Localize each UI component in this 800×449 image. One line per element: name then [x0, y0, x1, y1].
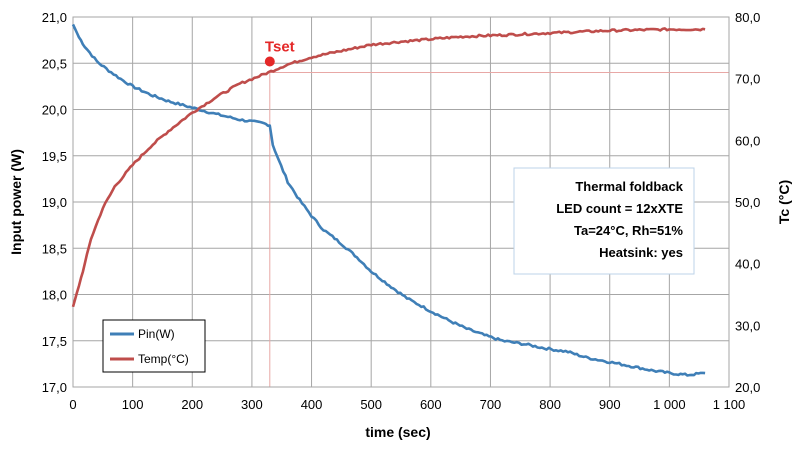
x-tick-label: 1 000 — [653, 397, 686, 412]
tset-marker — [264, 56, 275, 67]
legend: Pin(W) Temp(°C) — [102, 319, 206, 373]
y-tick-labels: 17,0 17,5 18,0 18,5 19,0 19,5 20,0 20,5 21,0 — [42, 10, 67, 395]
y-tick-label: 20,0 — [42, 103, 67, 118]
y2-tick-label: 60,0 — [735, 133, 760, 148]
x-tick-label: 900 — [599, 397, 621, 412]
y-tick-label: 20,5 — [42, 56, 67, 71]
x-tick-label: 1 100 — [713, 397, 746, 412]
y-tick-label: 18,5 — [42, 241, 67, 256]
y-axis-title: Input power (W) — [8, 149, 24, 255]
series-line-temp — [71, 27, 706, 308]
y2-tick-label: 20,0 — [735, 380, 760, 395]
plot-frame — [72, 16, 730, 388]
legend-label-pin: Pin(W) — [138, 327, 175, 341]
x-tick-labels: 0 100 200 300 400 500 600 700 800 900 1 000 1 100 — [69, 397, 745, 412]
series-layer — [71, 23, 706, 377]
x-tick-label: 0 — [69, 397, 76, 412]
y-tick-label: 17,5 — [42, 334, 67, 349]
y-tick-label: 19,5 — [42, 149, 67, 164]
y2-tick-label: 40,0 — [735, 257, 760, 272]
x-tick-label: 200 — [181, 397, 203, 412]
info-box: Thermal foldback LED count = 12xXTE Ta=2… — [513, 167, 695, 275]
x-tick-label: 400 — [301, 397, 323, 412]
x-tick-label: 100 — [122, 397, 144, 412]
info-box-frame — [513, 167, 695, 275]
y2-tick-label: 70,0 — [735, 72, 760, 87]
legend-frame — [102, 319, 206, 373]
x-tick-label: 600 — [420, 397, 442, 412]
y-tick-label: 18,0 — [42, 288, 67, 303]
y-tick-label: 19,0 — [42, 195, 67, 210]
x-tick-label: 800 — [539, 397, 561, 412]
legend-label-temp: Temp(°C) — [138, 352, 189, 366]
info-line-ambient: Ta=24°C, Rh=51% — [574, 223, 683, 238]
info-line-title: Thermal foldback — [575, 179, 683, 194]
y-tick-label: 21,0 — [42, 10, 67, 25]
x-tick-label: 700 — [480, 397, 502, 412]
y-tick-label: 17,0 — [42, 380, 67, 395]
y2-tick-labels: 20,0 30,0 40,0 50,0 60,0 70,0 80,0 — [735, 10, 760, 395]
series-line-pin — [71, 23, 706, 377]
y2-tick-label: 30,0 — [735, 318, 760, 333]
info-line-led-count: LED count = 12xXTE — [556, 201, 683, 216]
info-line-heatsink: Heatsink: yes — [599, 245, 683, 260]
y2-tick-label: 80,0 — [735, 10, 760, 25]
y2-axis-title: Tc (°C) — [776, 180, 792, 224]
tset-label: Tset — [265, 39, 295, 56]
x-tick-label: 500 — [360, 397, 382, 412]
x-tick-label: 300 — [241, 397, 263, 412]
y2-tick-label: 50,0 — [735, 195, 760, 210]
x-axis-title: time (sec) — [365, 424, 430, 440]
